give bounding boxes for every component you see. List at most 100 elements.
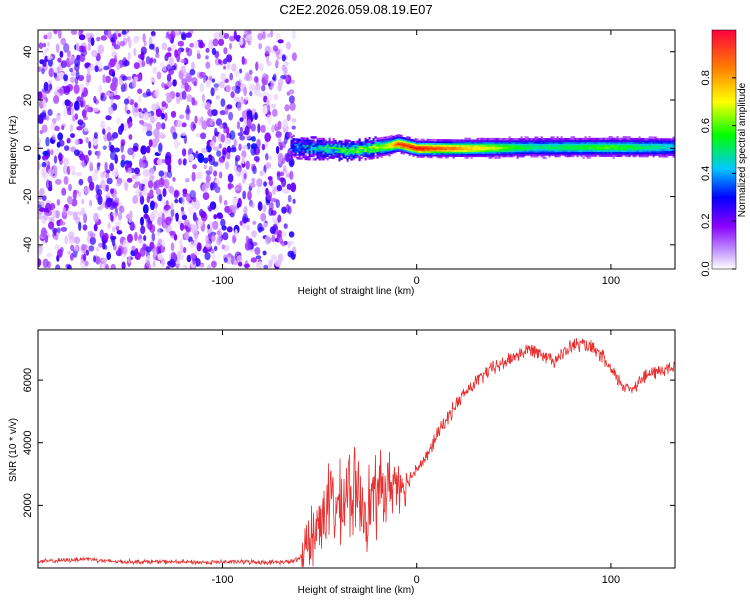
spectrogram-ridge-cell [356,147,359,150]
spectrogram-ridge-cell [526,144,529,148]
spectrogram-ridge-cell [654,136,657,139]
spectrogram-ridge-cell [414,146,417,149]
spectrogram-ridge-cell [520,139,523,143]
spectrogram-cell [204,181,210,189]
spectrogram-ridge-cell [380,147,383,150]
spectrogram-ridge-cell [468,147,471,151]
spectrogram-ridge-cell [476,142,479,146]
spectrogram-ridge-cell [668,140,671,143]
spectrogram-cell [64,99,71,107]
spectrogram-cell [285,41,292,50]
spectrogram-ridge-cell [392,151,395,154]
spectrogram-ridge-cell [434,149,437,152]
spectrogram-ridge-cell [582,146,585,149]
spectrogram-ridge-cell [528,153,531,156]
spectrogram-ridge-cell [498,154,501,158]
spectrogram-ridge-cell [562,153,565,156]
spectrogram-ridge-cell [388,154,391,157]
spectrogram-ridge-cell [664,145,667,148]
spectrogram-cell [191,97,196,106]
spectrogram-ridge-cell [372,139,375,143]
spectrogram-ridge-cell [480,142,483,146]
spectrogram-ridge-cell [318,158,321,161]
spectrogram-ridge-cell [324,151,327,154]
spectrogram-ridge-cell [656,145,659,148]
spectrogram-ridge-cell [456,151,459,154]
spectrogram-cell [156,71,162,80]
spectrogram-ridge-cell [634,139,637,142]
spectrogram-ridge-cell [478,148,481,151]
spectrogram-cell [187,223,194,229]
spectrogram-ridge-cell [492,146,495,149]
spectrogram-ridge-cell [438,150,441,154]
spectrogram-cell [213,146,220,151]
spectrogram-cell [118,211,123,221]
spectrogram-ridge-cell [480,149,483,153]
spectrogram-cell [270,79,275,89]
spectrogram-ridge-cell [292,151,295,154]
spectrogram-ridge-cell [568,144,571,148]
spectrogram-cell [196,242,202,252]
spectrogram-cell [69,124,74,133]
spectrogram-cell [243,205,248,216]
spectrogram-cell [118,125,123,135]
spectrogram-ridge-cell [442,144,445,147]
spectrogram-ridge-cell [310,148,313,151]
spectrogram-ridge-cell [496,156,499,159]
spectrogram-ridge-cell [486,142,489,146]
spectrogram-ridge-cell [448,142,451,145]
spectrogram-ridge-cell [500,139,503,142]
spectrogram-ridge-cell [482,142,485,146]
spectrogram-ridge-cell [584,139,587,142]
spectrogram-ridge-cell [550,153,553,156]
spectrogram-ridge-cell [632,153,635,156]
y-tick-label: 2000 [22,493,34,517]
spectrogram-ridge-cell [514,139,517,143]
spectrogram-ridge-cell [510,141,513,144]
spectrogram-ridge-cell [306,147,309,151]
spectrogram-ridge-cell [494,137,497,141]
spectrogram-ridge-cell [458,139,461,142]
spectrogram-cell [192,164,197,170]
spectrogram-ridge-cell [300,142,303,145]
spectrogram-cell [57,132,64,141]
spectrogram-ridge-cell [450,144,453,147]
spectrogram-ridge-cell [292,155,295,158]
spectrogram-ridge-cell [386,149,389,153]
spectrogram-cell [45,179,51,190]
spectrogram-ridge-cell [556,144,559,148]
spectrogram-cell [85,249,90,256]
spectrogram-cell [162,188,167,198]
spectrogram-ridge-cell [636,148,639,151]
spectrogram-cell [255,83,261,91]
spectrogram-ridge-cell [488,141,491,144]
spectrogram-ridge-cell [640,149,643,153]
spectrogram-ridge-cell [670,145,673,148]
spectrogram-ridge-cell [576,148,579,151]
spectrogram-ridge-cell [634,141,637,144]
spectrogram-ridge-cell [570,148,573,151]
spectrogram-ridge-cell [308,144,311,147]
spectrogram-ridge-cell [672,145,675,148]
spectrogram-ridge-cell [344,156,347,159]
spectrogram-ridge-cell [662,150,665,153]
spectrogram-ridge-cell [558,138,561,141]
spectrogram-ridge-cell [618,146,621,149]
spectrogram-ridge-cell [582,139,585,142]
spectrogram-ridge-cell [382,145,385,148]
spectrogram-ridge-cell [386,153,389,156]
spectrogram-ridge-cell [400,150,403,153]
spectrogram-ridge-cell [590,144,593,147]
spectrogram-ridge-cell [312,144,315,147]
spectrogram-ridge-cell [456,144,459,147]
spectrogram-ridge-cell [470,149,473,152]
spectrogram-ridge-cell [658,145,661,148]
spectrogram-ridge-cell [498,151,501,154]
spectrogram-cell [161,101,167,107]
spectrogram-ridge-cell [668,141,671,145]
spectrogram-ridge-cell [374,143,377,146]
spectrogram-ridge-cell [632,149,635,153]
spectrogram-ridge-cell [348,156,351,160]
spectrogram-ridge-cell [670,151,673,155]
spectrogram-cell [201,147,208,154]
